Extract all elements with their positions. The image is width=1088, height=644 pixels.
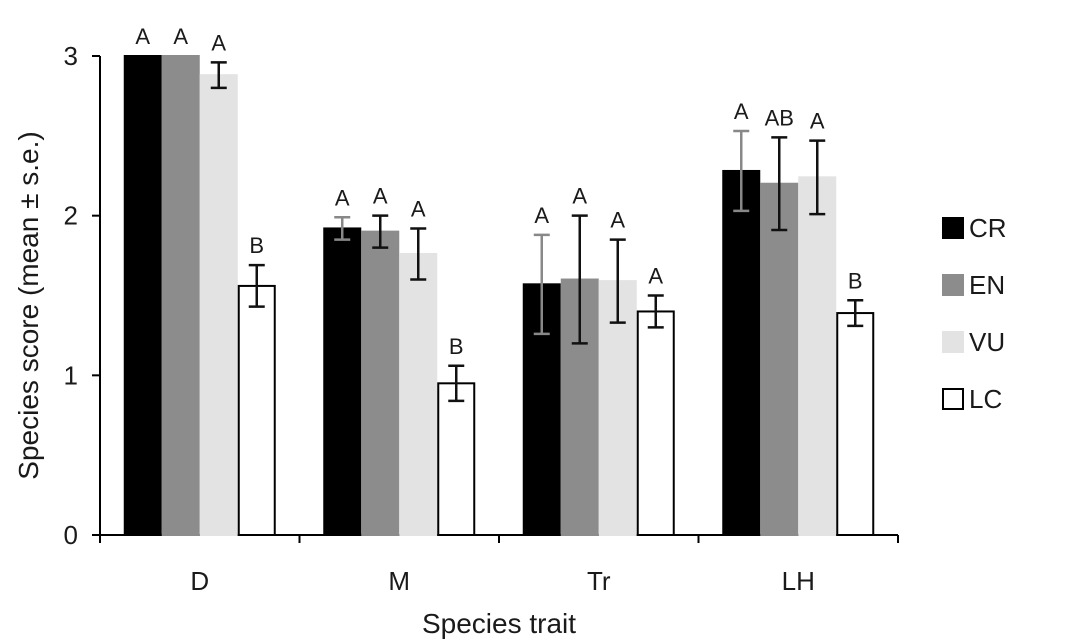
legend-item-vu: VU — [942, 327, 1005, 357]
significance-label: B — [449, 334, 464, 359]
significance-label: B — [249, 233, 264, 258]
legend-item-lc: LC — [942, 384, 1002, 414]
legend-swatch — [942, 388, 964, 410]
y-tick-label: 1 — [64, 360, 78, 390]
significance-label: AB — [765, 105, 794, 130]
y-tick-label: 2 — [64, 201, 78, 231]
bar-en-d — [161, 55, 200, 536]
significance-label: A — [734, 99, 749, 124]
error-bar — [847, 299, 864, 328]
legend-swatch — [942, 274, 964, 296]
legend-item-en: EN — [942, 270, 1005, 300]
x-tick-label: Tr — [587, 566, 611, 596]
error-bar — [410, 227, 427, 281]
bar-en-m — [361, 230, 400, 536]
y-tick-label: 0 — [64, 520, 78, 550]
error-bar — [533, 233, 550, 336]
bar-vu-m — [399, 252, 438, 536]
x-tick-label: D — [190, 566, 209, 596]
error-bar — [609, 238, 626, 324]
legend: CR EN VU LC — [942, 213, 1007, 414]
bar-lc-lh — [836, 312, 875, 536]
bar-cr-d — [123, 55, 162, 536]
bars — [123, 55, 875, 537]
x-tick-label: LH — [782, 566, 815, 596]
significance-label: B — [848, 268, 863, 293]
bar-en-lh — [760, 182, 799, 536]
error-bar — [334, 216, 351, 241]
error-bar — [210, 61, 227, 90]
bar-lc-m — [437, 382, 476, 537]
error-bar — [771, 136, 788, 232]
significance-label: A — [572, 184, 587, 209]
bar-vu-d — [199, 74, 238, 536]
legend-item-cr: CR — [942, 213, 1007, 243]
error-bars — [210, 61, 864, 403]
x-axis-title: Species trait — [422, 608, 576, 639]
error-bar — [733, 129, 750, 213]
significance-label: A — [610, 208, 625, 233]
error-bar — [571, 214, 588, 345]
legend-label: LC — [969, 384, 1002, 414]
bar-lc-tr — [636, 310, 675, 537]
x-tick-label: M — [388, 566, 410, 596]
legend-label: VU — [969, 327, 1005, 357]
significance-label: A — [173, 24, 188, 49]
legend-label: EN — [969, 270, 1005, 300]
bar-vu-lh — [798, 176, 837, 536]
significance-label: A — [335, 185, 350, 210]
significance-label: A — [135, 24, 150, 49]
error-bar — [372, 214, 389, 249]
error-bar — [248, 263, 265, 308]
error-bar — [647, 294, 664, 329]
bar-lc-d — [237, 284, 276, 537]
bar-cr-lh — [722, 169, 761, 537]
legend-swatch — [942, 331, 964, 353]
y-axis-title: Species score (mean ± s.e.) — [13, 131, 44, 479]
tick-labels: 0 1 2 3 D M Tr LH — [64, 41, 815, 596]
significance-label: A — [648, 264, 663, 289]
error-bar — [448, 364, 465, 403]
significance-label: A — [211, 30, 226, 55]
y-tick-label: 3 — [64, 41, 78, 71]
legend-label: CR — [969, 213, 1007, 243]
legend-swatch — [942, 217, 964, 239]
error-bar — [809, 139, 826, 216]
significance-label: A — [373, 184, 388, 209]
significance-label: A — [411, 196, 426, 221]
bar-cr-m — [323, 227, 362, 536]
significance-label: A — [810, 109, 825, 134]
significance-label: A — [534, 203, 549, 228]
